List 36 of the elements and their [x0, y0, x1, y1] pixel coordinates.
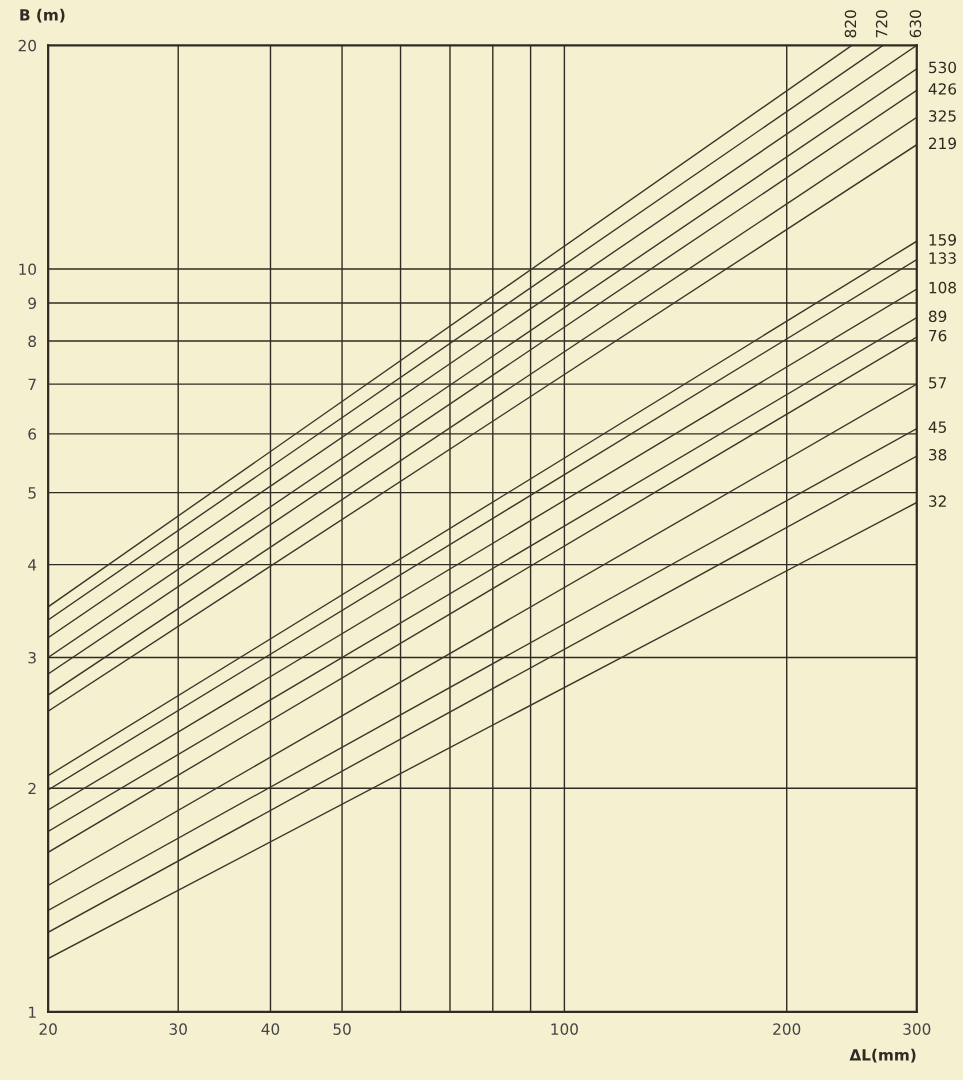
- x-tick-label: 200: [773, 1023, 801, 1035]
- series-label: 219: [929, 137, 956, 150]
- series-label: 426: [928, 83, 957, 95]
- text: 630: [909, 10, 922, 38]
- series-label: 159: [929, 234, 956, 246]
- y-tick-label: 2: [28, 782, 36, 795]
- y-tick-label: 3: [28, 651, 36, 664]
- x-axis-title: ΔL(mm): [849, 1048, 916, 1063]
- series-label: 325: [929, 110, 956, 122]
- series-label: 133: [929, 252, 956, 264]
- series-label: 38: [929, 448, 947, 461]
- y-axis-title: B (m): [20, 8, 65, 23]
- series-label: 108: [929, 281, 956, 294]
- x-tick-label: 50: [333, 1023, 351, 1035]
- x-tick-label: 300: [903, 1023, 931, 1035]
- series-label: 89: [928, 310, 947, 323]
- series-label: 530: [929, 61, 957, 74]
- y-tick-label: 20: [18, 39, 37, 52]
- y-tick-label: 7: [28, 378, 36, 390]
- x-tick-label: 20: [39, 1023, 57, 1035]
- y-tick-label: 9: [28, 297, 36, 310]
- series-label: 45: [928, 421, 946, 433]
- text: 720: [875, 10, 888, 38]
- y-tick-label: 10: [19, 263, 37, 276]
- x-tick-label: 100: [551, 1023, 578, 1035]
- y-tick-label: 1: [29, 1006, 36, 1018]
- y-tick-label: 4: [28, 559, 37, 571]
- x-tick-label: 30: [169, 1023, 187, 1035]
- y-tick-label: 6: [28, 428, 37, 440]
- text: 820: [844, 10, 857, 38]
- series-label: 32: [929, 495, 946, 507]
- x-tick-label: 40: [261, 1023, 280, 1035]
- y-tick-label: 5: [28, 487, 36, 499]
- series-label: 57: [929, 377, 947, 389]
- series-label: 76: [929, 329, 947, 342]
- y-tick-label: 8: [28, 335, 36, 348]
